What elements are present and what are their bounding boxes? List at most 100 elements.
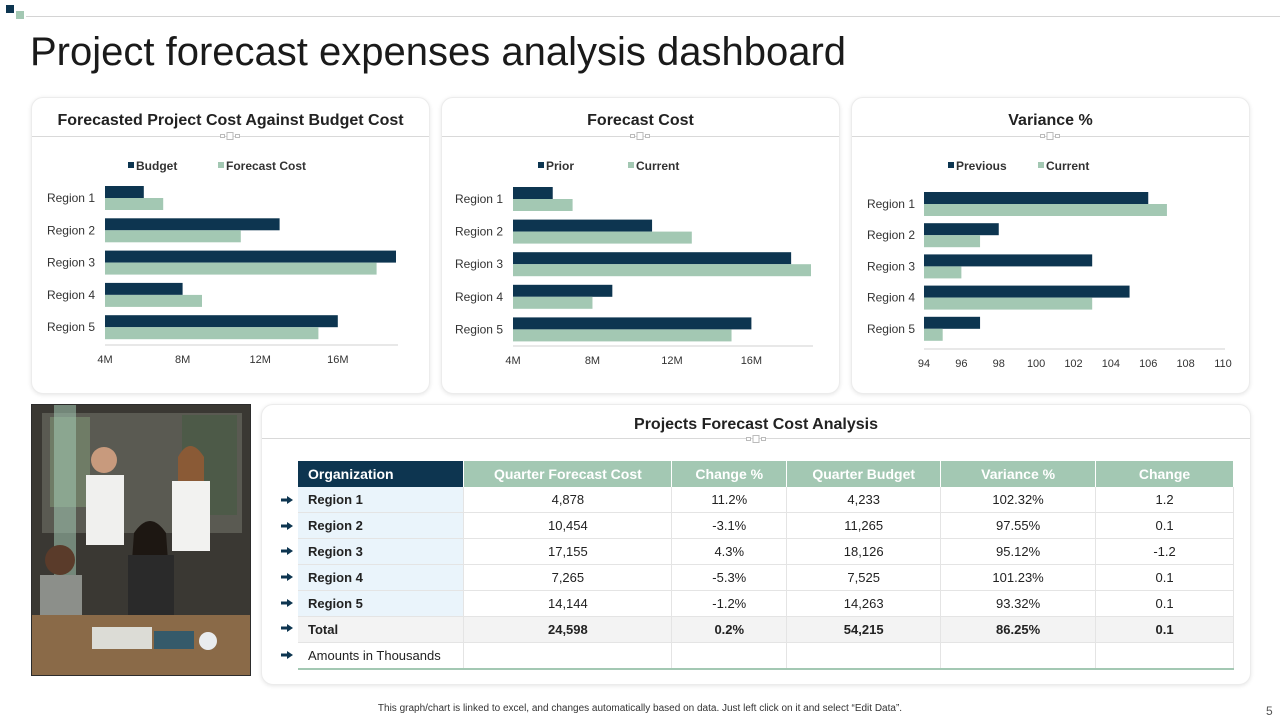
team-photo bbox=[31, 404, 251, 676]
bar-previous bbox=[924, 254, 1093, 267]
bar-current bbox=[513, 231, 692, 244]
category-label: Region 2 bbox=[867, 228, 915, 242]
chart-svg: Budget Forecast Cost Region 1 Region 2 Regio… bbox=[47, 159, 398, 366]
tick-label: 8M bbox=[175, 354, 190, 366]
table-cell: Region 5 bbox=[298, 590, 465, 617]
chart-title: Forecasted Project Cost Against Budget C… bbox=[57, 112, 404, 129]
tick-label: 8M bbox=[585, 355, 600, 367]
chart-title: Forecast Cost bbox=[587, 112, 694, 129]
bar-budget bbox=[105, 186, 144, 198]
legend-label: Current bbox=[636, 159, 679, 173]
category-label: Region 4 bbox=[47, 288, 95, 302]
legend-label: Prior bbox=[546, 159, 574, 173]
row-arrow-icon bbox=[281, 547, 293, 555]
page-number: 5 bbox=[1266, 704, 1273, 718]
tick-label: 94 bbox=[918, 358, 930, 370]
tick-label: 108 bbox=[1176, 358, 1194, 370]
tick-label: 98 bbox=[993, 358, 1005, 370]
table-row: Region 5 14,144 -1.2% 14,263 93.32% 0.1 bbox=[298, 590, 1234, 617]
table-row: Region 3 17,155 4.3% 18,126 95.12% -1.2 bbox=[298, 538, 1234, 565]
table-row: Region 1 4,878 11.2% 4,233 102.32% 1.2 bbox=[298, 487, 1234, 513]
legend-label: Forecast Cost bbox=[226, 159, 306, 173]
table-cell bbox=[671, 642, 788, 670]
table-cell bbox=[1095, 642, 1234, 670]
table-cell: 54,215 bbox=[786, 616, 942, 643]
table-note: Amounts in Thousands bbox=[298, 642, 465, 670]
legend-swatch bbox=[1038, 162, 1044, 168]
chart-card-budget: Forecasted Project Cost Against Budget C… bbox=[31, 97, 430, 394]
table-cell: 10,454 bbox=[463, 512, 673, 539]
row-arrow-icon bbox=[281, 624, 293, 632]
bar-previous bbox=[924, 223, 999, 236]
legend-label: Budget bbox=[136, 159, 177, 173]
bar-prior bbox=[513, 187, 553, 199]
table-cell: 11,265 bbox=[786, 512, 942, 539]
table-cell: 101.23% bbox=[940, 564, 1097, 591]
legend-swatch bbox=[948, 162, 954, 168]
corner-mark-light bbox=[16, 11, 24, 19]
category-label: Region 3 bbox=[455, 257, 503, 271]
table-row: Region 4 7,265 -5.3% 7,525 101.23% 0.1 bbox=[298, 564, 1234, 591]
category-label: Region 1 bbox=[47, 191, 95, 205]
chart-svg: Prior Current Region 1 Region 2 Region 3 Regi… bbox=[455, 159, 813, 367]
bar-prior bbox=[513, 317, 752, 330]
category-label: Region 1 bbox=[455, 192, 503, 206]
row-arrow-icon bbox=[281, 522, 293, 530]
table-cell: 0.1 bbox=[1095, 512, 1234, 539]
table-cell bbox=[463, 642, 673, 670]
table-cell: 95.12% bbox=[940, 538, 1097, 565]
tick-label: 12M bbox=[661, 355, 682, 367]
column-header: Variance % bbox=[940, 461, 1097, 487]
tick-label: 110 bbox=[1214, 358, 1232, 370]
table-header-row: Organization Quarter Forecast Cost Chang… bbox=[298, 461, 1234, 487]
forecast-cost-table: Organization Quarter Forecast Cost Chang… bbox=[298, 461, 1234, 670]
bar-forecast-cost bbox=[105, 198, 164, 210]
table-cell: 97.55% bbox=[940, 512, 1097, 539]
category-label: Region 2 bbox=[47, 223, 95, 237]
tick-label: 4M bbox=[97, 354, 112, 366]
table-cell: Region 2 bbox=[298, 512, 465, 539]
bar-budget bbox=[105, 315, 338, 328]
column-header: Change % bbox=[671, 461, 788, 487]
table-cell: 17,155 bbox=[463, 538, 673, 565]
table-cell: 0.2% bbox=[671, 616, 788, 643]
column-header: Quarter Budget bbox=[786, 461, 942, 487]
divider-knob-icon bbox=[630, 132, 650, 140]
bar-current bbox=[513, 296, 593, 309]
page-title: Project forecast expenses analysis dashb… bbox=[30, 30, 847, 74]
bar-previous bbox=[924, 285, 1130, 298]
legend-label: Previous bbox=[956, 159, 1007, 173]
category-label: Region 3 bbox=[47, 256, 95, 270]
table-cell: Region 4 bbox=[298, 564, 465, 591]
bar-current bbox=[924, 235, 981, 248]
tick-label: 16M bbox=[741, 355, 762, 367]
tick-label: 12M bbox=[249, 354, 270, 366]
legend-swatch bbox=[128, 162, 134, 168]
row-arrow-icon bbox=[281, 651, 293, 659]
table-cell: 7,525 bbox=[786, 564, 942, 591]
table-cell bbox=[940, 642, 1097, 670]
footer-note: This graph/chart is linked to excel, and… bbox=[377, 703, 903, 714]
row-arrow-icon bbox=[281, 496, 293, 504]
tick-label: 4M bbox=[505, 355, 520, 367]
bar-prior bbox=[513, 284, 613, 297]
chart-card-variance: Variance % Previous Current Region 1 Region… bbox=[851, 97, 1250, 394]
bar-current bbox=[513, 264, 811, 277]
bar-current bbox=[924, 328, 943, 341]
tick-label: 102 bbox=[1064, 358, 1082, 370]
category-label: Region 4 bbox=[867, 291, 915, 305]
category-label: Region 5 bbox=[867, 322, 915, 336]
table-cell: -3.1% bbox=[671, 512, 788, 539]
category-label: Region 4 bbox=[455, 290, 503, 304]
chart-card-forecast: Forecast Cost Prior Current Region 1 Region… bbox=[441, 97, 840, 394]
tick-label: 16M bbox=[327, 354, 348, 366]
category-label: Region 5 bbox=[47, 320, 95, 334]
top-divider bbox=[26, 16, 1280, 17]
table-cell bbox=[786, 642, 942, 670]
table-cell: 4,878 bbox=[463, 487, 673, 513]
tick-label: 104 bbox=[1102, 358, 1120, 370]
row-arrow-icon bbox=[281, 573, 293, 581]
category-label: Region 3 bbox=[867, 259, 915, 273]
category-label: Region 5 bbox=[455, 322, 503, 336]
table-cell: 86.25% bbox=[940, 616, 1097, 643]
